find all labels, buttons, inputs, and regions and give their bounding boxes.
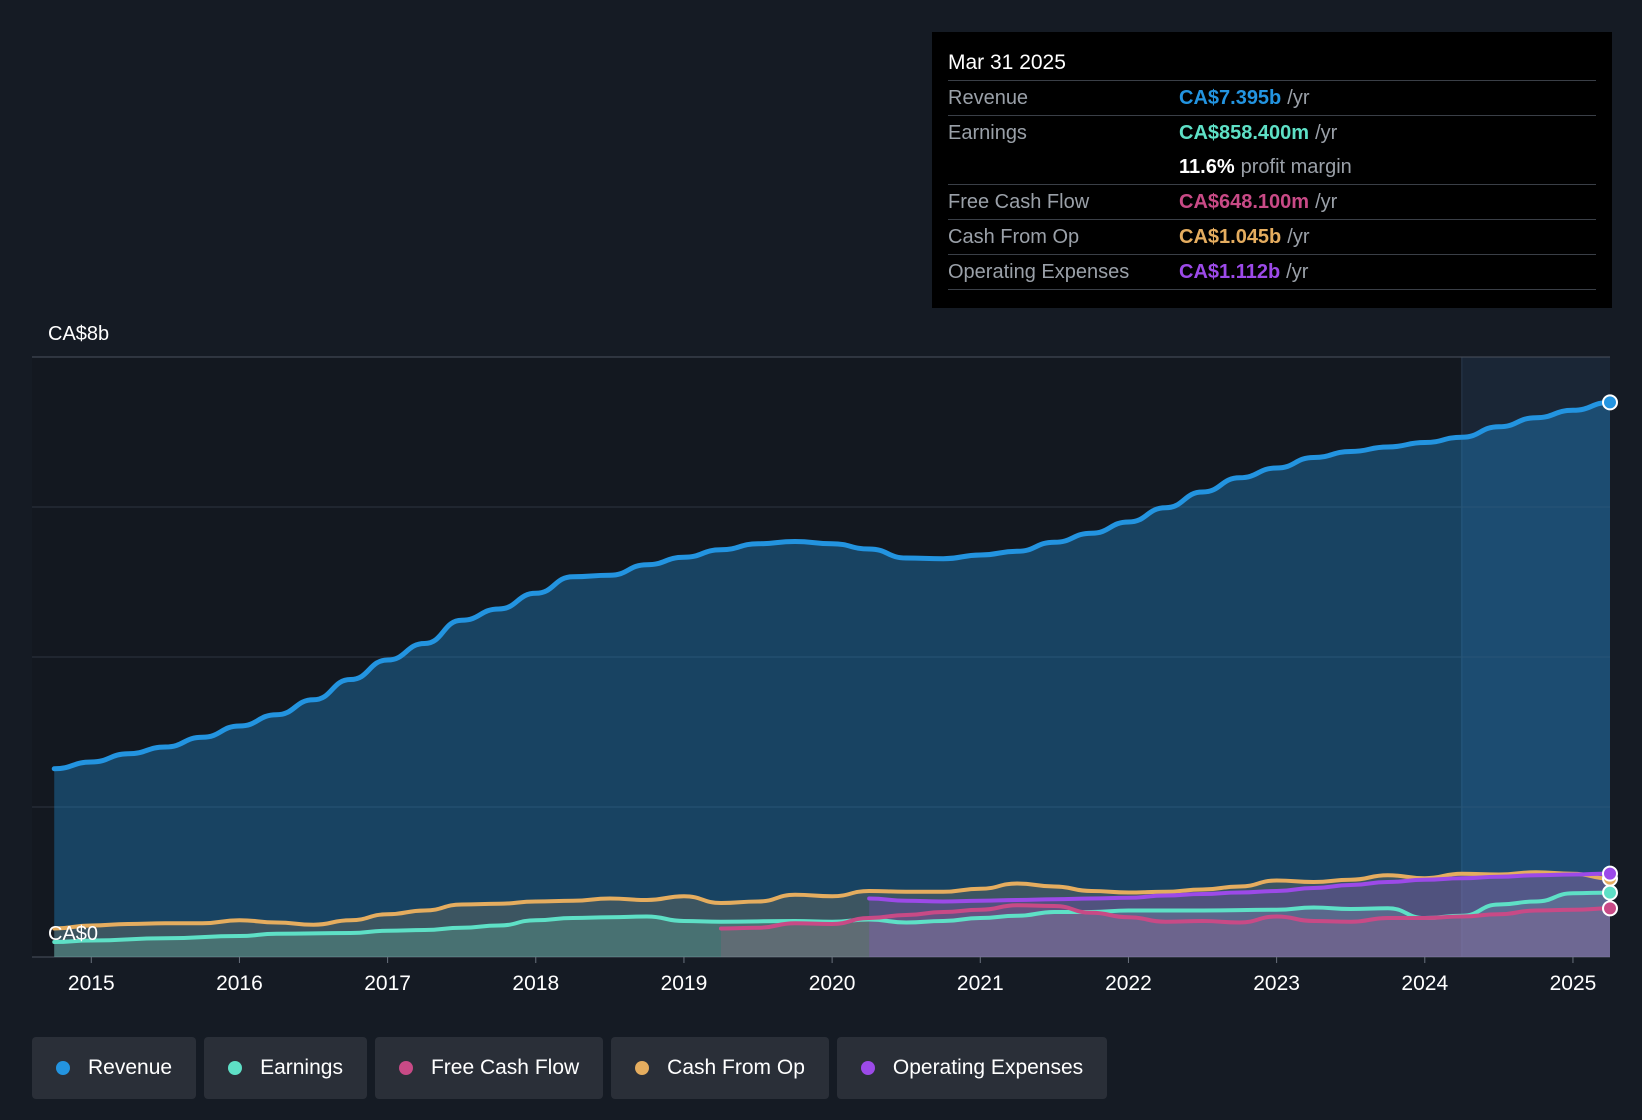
- legend-label: Cash From Op: [667, 1056, 805, 1079]
- legend-item-operating-expenses[interactable]: Operating Expenses: [836, 1037, 1108, 1099]
- tooltip-row-operating-expenses: Operating Expenses CA$1.112b /yr: [948, 255, 1596, 290]
- x-tick-label: 2020: [809, 972, 856, 995]
- tooltip-date: Mar 31 2025: [948, 44, 1596, 81]
- tooltip-label: Revenue: [948, 86, 1029, 109]
- legend-dot-icon: [860, 1061, 875, 1075]
- endpoint-operating-expenses: [1602, 865, 1618, 882]
- tooltip-row-free-cash-flow: Free Cash Flow CA$648.100m /yr: [948, 185, 1596, 220]
- line-revenue: [51, 399, 1613, 772]
- x-tick-label: 2024: [1401, 972, 1448, 995]
- tooltip-row-cash-from-op: Cash From Op CA$1.045b /yr: [948, 220, 1596, 255]
- legend-dot-icon: [56, 1061, 70, 1075]
- x-tick-label: 2017: [364, 972, 411, 995]
- area-operating-expenses: [869, 873, 1610, 957]
- gridlines: [32, 356, 1610, 958]
- x-tick-label: 2023: [1253, 972, 1300, 995]
- x-tick-label: 2025: [1550, 972, 1597, 995]
- legend-label: Free Cash Flow: [430, 1056, 580, 1079]
- legend-item-earnings[interactable]: Earnings: [204, 1037, 367, 1099]
- series-endpoints: [1602, 394, 1618, 917]
- profit-margin-value: 11.6%: [1179, 155, 1235, 178]
- tooltip-unit: /yr: [1315, 121, 1338, 144]
- series-lines: [51, 399, 1613, 944]
- legend-item-free-cash-flow[interactable]: Free Cash Flow: [374, 1037, 604, 1099]
- area-revenue: [54, 402, 1611, 957]
- legend-item-cash-from-op[interactable]: Cash From Op: [611, 1037, 829, 1099]
- x-tick-label: 2021: [957, 972, 1004, 995]
- tooltip-value: CA$1.112b: [1179, 260, 1281, 283]
- tooltip-unit: /yr: [1287, 225, 1310, 248]
- endpoint-revenue: [1602, 394, 1618, 411]
- legend: Revenue Earnings Free Cash Flow Cash Fro…: [32, 1037, 1108, 1099]
- tooltip-value: CA$7.395b: [1179, 86, 1282, 109]
- legend-label: Earnings: [260, 1056, 343, 1079]
- tooltip-label: Operating Expenses: [948, 260, 1130, 283]
- legend-item-revenue[interactable]: Revenue: [32, 1037, 197, 1099]
- legend-dot-icon: [398, 1061, 413, 1075]
- tooltip-unit: /yr: [1286, 260, 1309, 283]
- endpoint-earnings: [1602, 884, 1618, 901]
- tooltip-value: CA$648.100m: [1179, 190, 1310, 213]
- tooltip-value: CA$1.045b: [1179, 225, 1282, 248]
- x-tick-label: 2022: [1105, 972, 1152, 995]
- tooltip-label: Earnings: [948, 121, 1027, 144]
- tooltip-unit: profit margin: [1240, 155, 1352, 178]
- tooltip-row-profit-margin: 11.6% profit margin: [948, 150, 1596, 185]
- y-axis-top-label: CA$8b: [48, 323, 109, 345]
- legend-label: Operating Expenses: [892, 1056, 1084, 1079]
- x-axis-ticks: 2015 2016 2017 2018 2019 2020 2021 2022 2023 2024…: [68, 957, 1596, 995]
- y-axis-bottom-label: CA$0: [48, 923, 98, 945]
- tooltip-label: Free Cash Flow: [948, 190, 1090, 213]
- tooltip-value: CA$858.400m: [1179, 121, 1310, 144]
- x-tick-label: 2015: [68, 972, 115, 995]
- tooltip-label: Cash From Op: [948, 225, 1080, 248]
- legend-label: Revenue: [88, 1056, 173, 1079]
- x-tick-label: 2018: [512, 972, 559, 995]
- tooltip-unit: /yr: [1287, 86, 1310, 109]
- x-tick-label: 2016: [216, 972, 263, 995]
- line-cash-from-op: [52, 870, 1612, 931]
- tooltip: Mar 31 2025 Revenue CA$7.395b /yr Earnin…: [932, 32, 1612, 308]
- legend-dot-icon: [635, 1061, 650, 1075]
- tooltip-row-revenue: Revenue CA$7.395b /yr: [948, 81, 1596, 116]
- line-free-cash-flow: [718, 903, 1612, 931]
- x-tick-label: 2019: [661, 972, 708, 995]
- tooltip-row-earnings: Earnings CA$858.400m /yr: [948, 116, 1596, 150]
- line-operating-expenses: [867, 871, 1612, 904]
- tooltip-unit: /yr: [1315, 190, 1338, 213]
- endpoint-free-cash-flow: [1602, 900, 1618, 917]
- legend-dot-icon: [228, 1061, 243, 1075]
